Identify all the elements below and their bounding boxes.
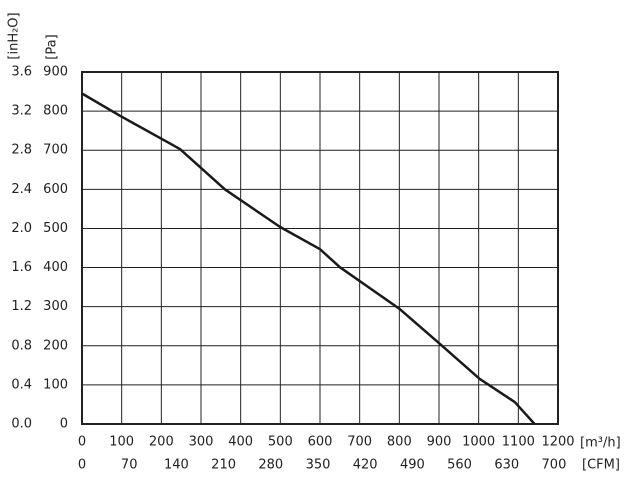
x2-tick-label: 140 [164, 458, 189, 473]
y-tick-label: 300 [43, 299, 68, 314]
x-tick-label: 200 [149, 435, 174, 450]
x-tick-label: 1100 [502, 435, 535, 450]
y2-tick-label: 2.4 [11, 182, 32, 197]
x2-tick-label: 700 [542, 458, 567, 473]
x2-tick-label: 560 [447, 458, 472, 473]
x-tick-label: 900 [427, 435, 452, 450]
x2-tick-label: 280 [258, 458, 283, 473]
y-tick-label: 100 [43, 377, 68, 392]
y2-tick-label: 0.0 [11, 417, 32, 432]
y2-tick-label: 1.2 [11, 299, 32, 314]
x2-tick-label: 420 [353, 458, 378, 473]
x2-tick-label: 70 [121, 458, 138, 473]
x2-tick-label: 210 [211, 458, 236, 473]
x-tick-label: 700 [347, 435, 372, 450]
curve [81, 92, 536, 425]
x2-tick-label: 0 [78, 458, 86, 473]
y-tick-label: 700 [43, 143, 68, 158]
y2-tick-label: 1.6 [11, 260, 32, 275]
x2-tick-label: 350 [306, 458, 331, 473]
y-tick-label: 600 [43, 182, 68, 197]
y-tick-label: 900 [43, 65, 68, 80]
y-axis-label: [Pa] [45, 34, 60, 59]
y-tick-label: 0 [60, 417, 68, 432]
x-axis-label: [m³/h] [580, 436, 621, 451]
x-tick-label: 1200 [541, 435, 574, 450]
x-tick-label: 800 [387, 435, 412, 450]
y2-axis-label: [inH₂O] [7, 12, 22, 59]
y2-tick-label: 0.8 [11, 338, 32, 353]
y2-tick-label: 3.6 [11, 65, 32, 80]
plot-frame [81, 71, 559, 425]
y2-tick-label: 2.0 [11, 221, 32, 236]
x-tick-label: 300 [189, 435, 214, 450]
x2-tick-label: 490 [400, 458, 425, 473]
x-tick-label: 500 [268, 435, 293, 450]
y2-tick-label: 2.8 [11, 143, 32, 158]
y2-tick-label: 0.4 [11, 377, 32, 392]
y-tick-label: 800 [43, 104, 68, 119]
x-tick-label: 100 [109, 435, 134, 450]
y-tick-label: 500 [43, 221, 68, 236]
x-tick-label: 600 [308, 435, 333, 450]
x-tick-label: 0 [78, 435, 86, 450]
y-tick-label: 200 [43, 338, 68, 353]
y-tick-label: 400 [43, 260, 68, 275]
y2-tick-label: 3.2 [11, 104, 32, 119]
x2-axis-label: [CFM] [582, 458, 620, 473]
x-tick-label: 400 [228, 435, 253, 450]
x-tick-label: 1000 [462, 435, 495, 450]
x2-tick-label: 630 [494, 458, 519, 473]
